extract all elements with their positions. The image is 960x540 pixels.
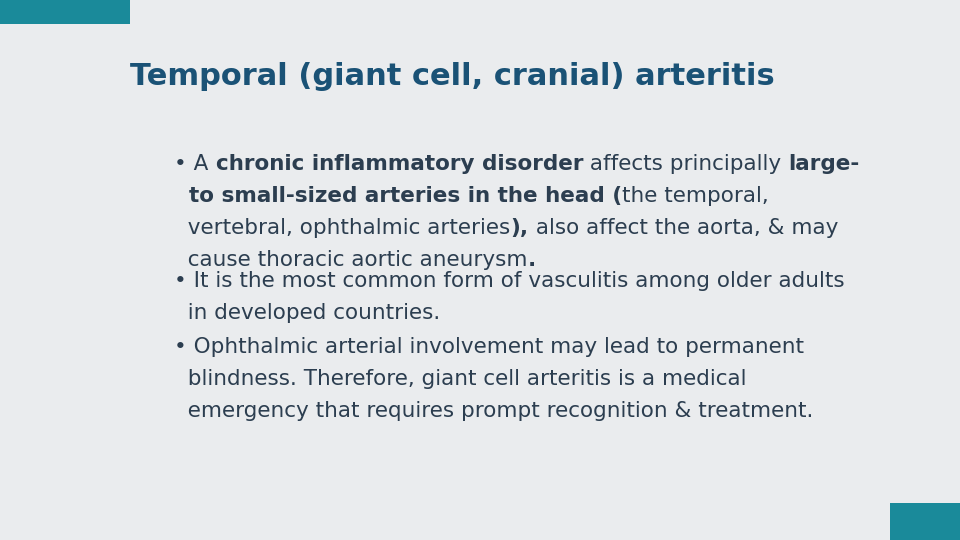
Text: Temporal (giant cell, cranial) arteritis: Temporal (giant cell, cranial) arteritis <box>130 62 775 91</box>
Text: • Ophthalmic arterial involvement may lead to permanent: • Ophthalmic arterial involvement may le… <box>175 337 804 357</box>
Bar <box>0 0 130 24</box>
Text: also affect the aorta, & may: also affect the aorta, & may <box>529 218 838 238</box>
Text: • A: • A <box>175 154 216 174</box>
Text: to small-sized arteries in the head (: to small-sized arteries in the head ( <box>175 186 622 206</box>
Text: cause thoracic aortic aneurysm: cause thoracic aortic aneurysm <box>175 250 528 270</box>
Text: emergency that requires prompt recognition & treatment.: emergency that requires prompt recogniti… <box>175 401 814 421</box>
Text: chronic inflammatory disorder: chronic inflammatory disorder <box>216 154 583 174</box>
Text: 10: 10 <box>914 514 936 529</box>
Text: blindness. Therefore, giant cell arteritis is a medical: blindness. Therefore, giant cell arterit… <box>175 369 747 389</box>
Text: • It is the most common form of vasculitis among older adults: • It is the most common form of vasculit… <box>175 271 845 291</box>
Text: large-: large- <box>788 154 859 174</box>
Text: vertebral, ophthalmic arteries: vertebral, ophthalmic arteries <box>175 218 511 238</box>
Bar <box>890 503 960 540</box>
Text: in developed countries.: in developed countries. <box>175 302 441 322</box>
Text: the temporal,: the temporal, <box>622 186 769 206</box>
Text: .: . <box>528 250 536 270</box>
Text: ),: ), <box>511 218 529 238</box>
Text: affects principally: affects principally <box>583 154 788 174</box>
